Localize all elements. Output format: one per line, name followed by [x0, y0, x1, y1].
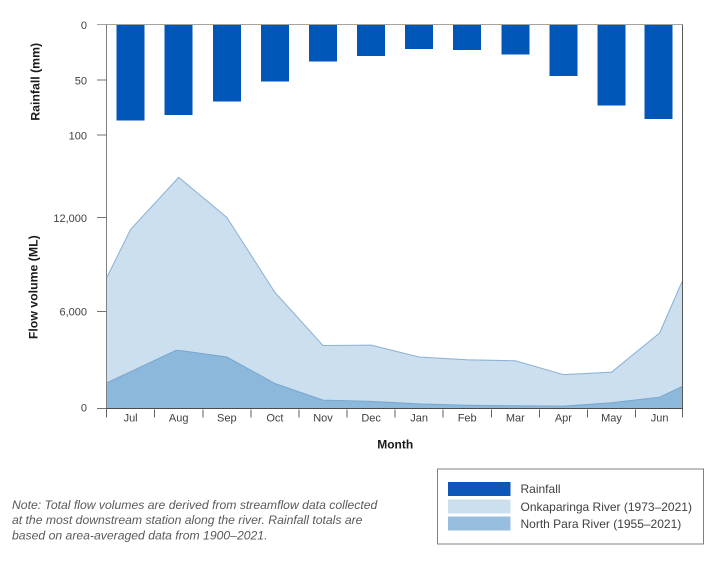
svg-text:Oct: Oct — [266, 412, 283, 424]
svg-text:North Para River (1955–2021): North Para River (1955–2021) — [521, 517, 682, 531]
svg-text:0: 0 — [81, 403, 87, 415]
svg-text:May: May — [601, 412, 622, 424]
svg-text:based on area-averaged data fr: based on area-averaged data from 1900–20… — [12, 528, 267, 542]
svg-text:Rainfall: Rainfall — [521, 482, 561, 496]
svg-text:12,000: 12,000 — [53, 213, 87, 225]
svg-text:Sep: Sep — [217, 412, 237, 424]
svg-text:Rainfall (mm): Rainfall (mm) — [29, 43, 43, 121]
svg-text:0: 0 — [81, 20, 87, 32]
svg-text:Mar: Mar — [506, 412, 525, 424]
svg-text:Flow volume (ML): Flow volume (ML) — [27, 235, 41, 339]
svg-text:Aug: Aug — [169, 412, 189, 424]
svg-text:Jul: Jul — [124, 412, 138, 424]
svg-text:Nov: Nov — [313, 412, 333, 424]
svg-text:50: 50 — [75, 76, 87, 88]
svg-text:Feb: Feb — [458, 412, 477, 424]
svg-text:Apr: Apr — [555, 412, 572, 424]
svg-text:Jun: Jun — [651, 412, 669, 424]
svg-text:100: 100 — [69, 131, 87, 143]
svg-text:Dec: Dec — [361, 412, 381, 424]
svg-text:at the most downstream station: at the most downstream station along the… — [12, 513, 363, 527]
svg-text:6,000: 6,000 — [59, 306, 87, 318]
svg-text:Jan: Jan — [410, 412, 428, 424]
svg-text:Onkaparinga River (1973–2021): Onkaparinga River (1973–2021) — [521, 500, 692, 514]
svg-text:Month: Month — [377, 438, 413, 452]
svg-text:Note: Total flow volumes are d: Note: Total flow volumes are derived fro… — [12, 498, 379, 512]
